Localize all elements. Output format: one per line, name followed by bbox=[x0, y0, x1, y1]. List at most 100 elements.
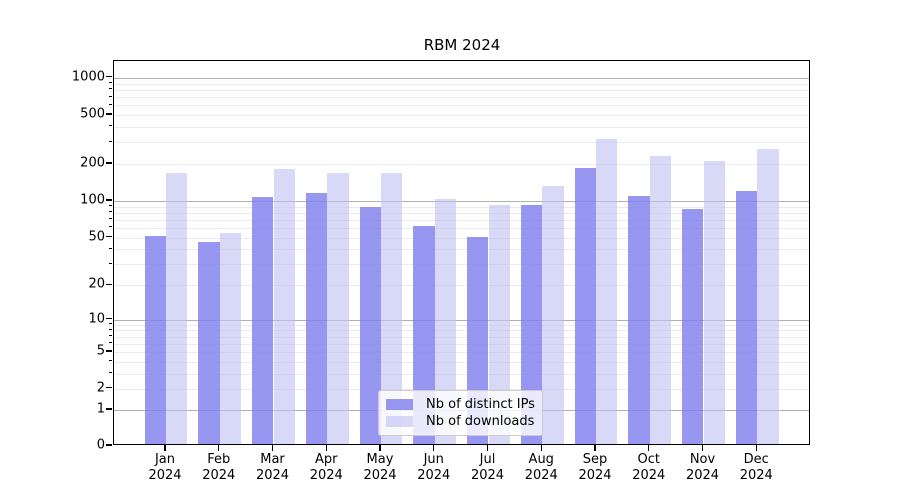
bar bbox=[434, 198, 457, 444]
y-axis-tick-label: 50 bbox=[88, 229, 105, 245]
x-tick-mark bbox=[648, 445, 650, 451]
y-tick-mark bbox=[106, 387, 112, 389]
y-minor-tick-mark bbox=[109, 226, 112, 228]
y-axis-tick-label: 1000 bbox=[71, 69, 105, 85]
y-minor-tick-mark bbox=[109, 342, 112, 344]
x-tick-mark bbox=[540, 445, 542, 451]
bar bbox=[682, 208, 704, 444]
gridline-minor bbox=[114, 126, 809, 128]
y-minor-tick-mark bbox=[109, 95, 112, 97]
x-axis-tick-label: Mar 2024 bbox=[255, 452, 290, 483]
gridline-minor bbox=[114, 83, 809, 85]
y-tick-mark bbox=[106, 283, 112, 285]
y-minor-tick-mark bbox=[109, 140, 112, 142]
bar bbox=[574, 168, 596, 444]
bar bbox=[219, 232, 242, 444]
bar bbox=[757, 149, 779, 444]
gridline-major bbox=[114, 200, 809, 202]
y-minor-tick-mark bbox=[109, 262, 112, 264]
x-tick-mark bbox=[594, 445, 596, 451]
y-tick-mark bbox=[106, 113, 112, 115]
bar bbox=[596, 138, 618, 444]
bar bbox=[166, 173, 188, 444]
y-minor-tick-mark bbox=[109, 360, 112, 362]
bar bbox=[488, 205, 510, 444]
y-tick-mark bbox=[106, 76, 112, 78]
x-axis-tick-label: Nov 2024 bbox=[685, 452, 720, 483]
y-tick-mark bbox=[106, 444, 112, 446]
y-tick-mark bbox=[106, 235, 112, 238]
bar bbox=[359, 206, 381, 444]
y-minor-tick-mark bbox=[109, 211, 112, 213]
y-tick-mark bbox=[106, 350, 112, 352]
bar bbox=[628, 196, 650, 444]
x-axis-tick-label: Aug 2024 bbox=[524, 452, 558, 483]
y-axis-tick-label: 10 bbox=[88, 311, 105, 327]
x-tick-mark bbox=[433, 445, 435, 451]
chart-title: RBM 2024 bbox=[423, 36, 501, 54]
x-tick-mark bbox=[164, 445, 166, 451]
x-axis-tick-label: Apr 2024 bbox=[309, 452, 343, 483]
legend-label-distinct-ips: Nb of distinct IPs bbox=[426, 396, 535, 412]
gridline-minor bbox=[114, 285, 809, 287]
gridline-minor bbox=[114, 388, 809, 390]
bar bbox=[381, 172, 403, 444]
gridline-major bbox=[114, 319, 809, 321]
gridline-minor bbox=[114, 373, 809, 375]
legend-swatch-downloads-icon bbox=[386, 416, 413, 428]
bar bbox=[273, 169, 295, 444]
legend-label-downloads: Nb of downloads bbox=[426, 414, 535, 430]
gridline-minor bbox=[114, 237, 809, 239]
bar bbox=[413, 226, 435, 444]
bar bbox=[252, 196, 274, 444]
gridline-minor bbox=[114, 352, 809, 354]
y-axis-tick-label: 20 bbox=[88, 276, 105, 292]
y-minor-tick-mark bbox=[109, 372, 112, 374]
y-minor-tick-mark bbox=[109, 103, 112, 105]
gridline-minor bbox=[114, 97, 809, 98]
bar bbox=[735, 190, 758, 444]
x-tick-mark bbox=[701, 445, 704, 451]
legend: Nb of distinct IPs Nb of downloads bbox=[378, 390, 543, 436]
y-minor-tick-mark bbox=[109, 125, 112, 127]
gridline-minor bbox=[114, 89, 809, 91]
gridline-minor bbox=[114, 219, 809, 221]
y-minor-tick-mark bbox=[109, 323, 112, 325]
y-minor-tick-mark bbox=[109, 82, 112, 84]
gridline-minor bbox=[114, 206, 809, 208]
gridline-minor bbox=[114, 324, 809, 326]
y-axis-tick-label: 0 bbox=[96, 437, 105, 453]
y-minor-tick-mark bbox=[109, 335, 112, 337]
x-axis-tick-label: Jun 2024 bbox=[417, 452, 451, 483]
gridline-minor bbox=[114, 142, 809, 144]
y-minor-tick-mark bbox=[109, 205, 112, 207]
gridline-minor bbox=[114, 330, 809, 332]
gridline-minor bbox=[114, 227, 809, 229]
bar bbox=[649, 155, 672, 444]
gridline-minor bbox=[114, 115, 809, 117]
y-axis-tick-label: 500 bbox=[80, 106, 105, 122]
gridline-minor bbox=[114, 361, 809, 363]
gridline-minor bbox=[114, 249, 809, 251]
gridline-minor bbox=[114, 343, 809, 345]
bar bbox=[520, 204, 543, 444]
bar bbox=[305, 193, 328, 444]
gridline-minor bbox=[114, 164, 809, 166]
x-axis-tick-label: Jan 2024 bbox=[148, 452, 182, 483]
bar bbox=[703, 160, 725, 444]
x-tick-mark bbox=[325, 445, 327, 451]
gridline-minor bbox=[114, 264, 809, 266]
y-tick-mark bbox=[106, 318, 112, 320]
bar bbox=[327, 173, 349, 444]
x-tick-mark bbox=[755, 445, 757, 451]
legend-swatch-distinct-ips-icon bbox=[386, 398, 413, 410]
x-axis-tick-label: Oct 2024 bbox=[632, 452, 666, 483]
y-axis-tick-label: 5 bbox=[96, 343, 105, 359]
x-tick-mark bbox=[218, 445, 220, 451]
x-axis-tick-label: May 2024 bbox=[363, 452, 397, 483]
y-minor-tick-mark bbox=[109, 328, 112, 330]
legend-item-distinct-ips: Nb of distinct IPs bbox=[386, 397, 535, 412]
y-tick-mark bbox=[106, 408, 112, 410]
bar bbox=[542, 185, 564, 444]
